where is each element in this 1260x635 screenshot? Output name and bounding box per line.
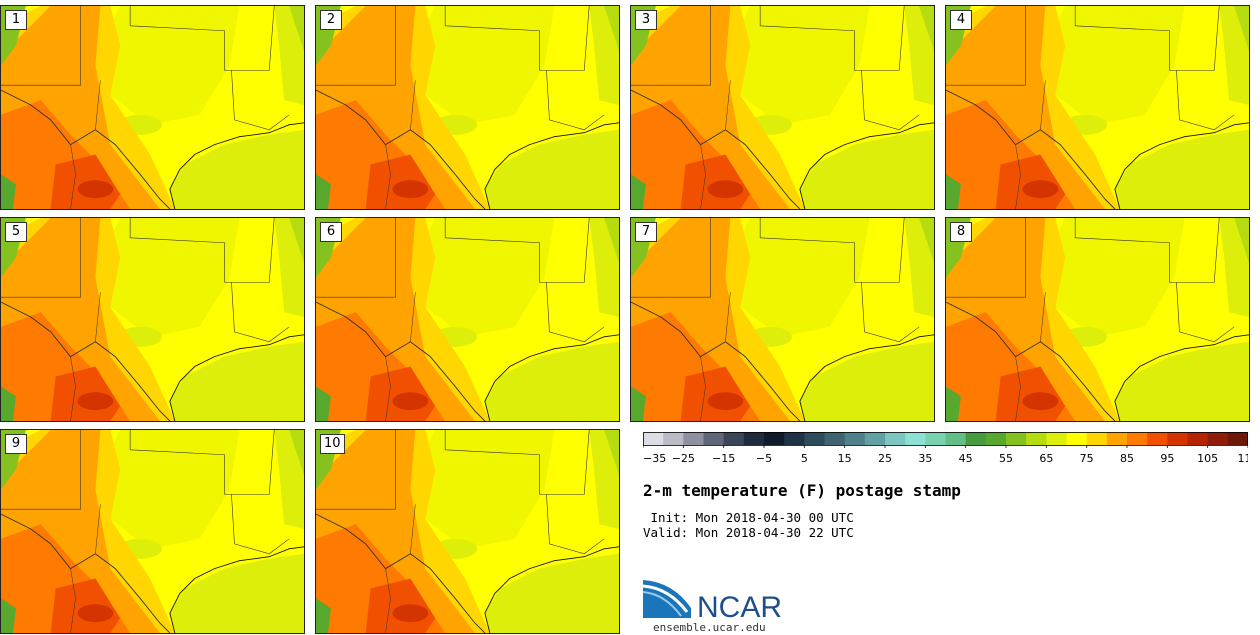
colorbar-segment xyxy=(643,432,664,445)
colorbar-tick-label: 105 xyxy=(1197,452,1218,464)
colorbar-segment xyxy=(1086,432,1108,445)
colorbar-segment xyxy=(824,432,846,445)
colorbar-segment xyxy=(784,432,805,445)
member-number-label: 8 xyxy=(950,222,972,242)
colorbar-segment xyxy=(1147,432,1168,445)
colorbar-segment xyxy=(1127,432,1148,445)
colorbar-segment xyxy=(703,432,725,445)
colorbar-segment xyxy=(1026,432,1047,445)
member-number-label: 6 xyxy=(320,222,342,242)
colorbar-tick-label: −15 xyxy=(712,452,735,464)
member-number-label: 3 xyxy=(635,10,657,30)
colorbar-segment xyxy=(1227,432,1248,445)
colorbar-segment xyxy=(1066,432,1088,445)
colorbar-segment xyxy=(1046,432,1067,445)
colorbar-segment xyxy=(1167,432,1188,445)
colorbar-tick-label: 115 xyxy=(1238,452,1249,464)
colorbar-segment xyxy=(1207,432,1229,445)
ncar-logo: NCAR xyxy=(642,578,793,624)
postage-stamp-map: 6 xyxy=(315,217,620,422)
colorbar-segment xyxy=(885,432,906,445)
colorbar-segment xyxy=(985,432,1007,445)
member-number-label: 10 xyxy=(320,434,345,454)
member-number-label: 4 xyxy=(950,10,972,30)
colorbar-segment xyxy=(1187,432,1209,445)
colorbar-tick-label: 5 xyxy=(801,452,808,464)
colorbar-tick-label: 25 xyxy=(878,452,892,464)
colorbar-tick-label: 85 xyxy=(1120,452,1134,464)
colorbar-segment xyxy=(723,432,745,445)
colorbar-tick-label: −35 xyxy=(643,452,666,464)
temperature-colorbar: −35 −25 −15 −5 5 15 25 35 45 55 65 75 85 95 105 115 xyxy=(643,430,1248,464)
colorbar-segment xyxy=(1006,432,1027,445)
postage-stamp-map: 8 xyxy=(945,217,1250,422)
logo-wordmark: NCAR xyxy=(697,591,782,622)
colorbar-tick-label: 95 xyxy=(1160,452,1174,464)
colorbar-tick-label: −25 xyxy=(672,452,695,464)
colorbar-tick-label: −5 xyxy=(756,452,772,464)
postage-stamp-map: 7 xyxy=(630,217,935,422)
colorbar-segment xyxy=(663,432,684,445)
colorbar-segment xyxy=(1106,432,1128,445)
member-number-label: 9 xyxy=(5,434,27,454)
postage-stamp-map: 1 xyxy=(0,5,305,210)
colorbar-segment xyxy=(764,432,785,445)
colorbar-segment xyxy=(925,432,946,445)
colorbar-tick-label: 65 xyxy=(1039,452,1053,464)
member-number-label: 7 xyxy=(635,222,657,242)
colorbar-tick-label: 45 xyxy=(959,452,973,464)
member-number-label: 5 xyxy=(5,222,27,242)
colorbar-segment xyxy=(965,432,987,445)
logo-url: ensemble.ucar.edu xyxy=(653,621,766,634)
postage-stamp-map: 2 xyxy=(315,5,620,210)
colorbar-segment xyxy=(905,432,926,445)
postage-stamp-map: 4 xyxy=(945,5,1250,210)
postage-stamp-map: 3 xyxy=(630,5,935,210)
member-number-label: 2 xyxy=(320,10,342,30)
colorbar-tick-label: 75 xyxy=(1080,452,1094,464)
colorbar-tick-label: 15 xyxy=(838,452,852,464)
member-number-label: 1 xyxy=(5,10,27,30)
colorbar-tick-label: 55 xyxy=(999,452,1013,464)
colorbar-segment xyxy=(945,432,967,445)
colorbar-segment xyxy=(743,432,765,445)
postage-stamp-map: 9 xyxy=(0,429,305,634)
colorbar-segment xyxy=(804,432,825,445)
postage-stamp-map: 10 xyxy=(315,429,620,634)
colorbar-segment xyxy=(683,432,704,445)
valid-time: Valid: Mon 2018-04-30 22 UTC xyxy=(643,525,854,540)
init-time: Init: Mon 2018-04-30 00 UTC xyxy=(643,510,854,525)
colorbar-segment xyxy=(844,432,866,445)
postage-stamp-map: 5 xyxy=(0,217,305,422)
colorbar-tick-label: 35 xyxy=(918,452,932,464)
chart-title: 2-m temperature (F) postage stamp xyxy=(643,481,961,500)
colorbar-segment xyxy=(864,432,886,445)
colorbar-frame xyxy=(643,432,1248,446)
